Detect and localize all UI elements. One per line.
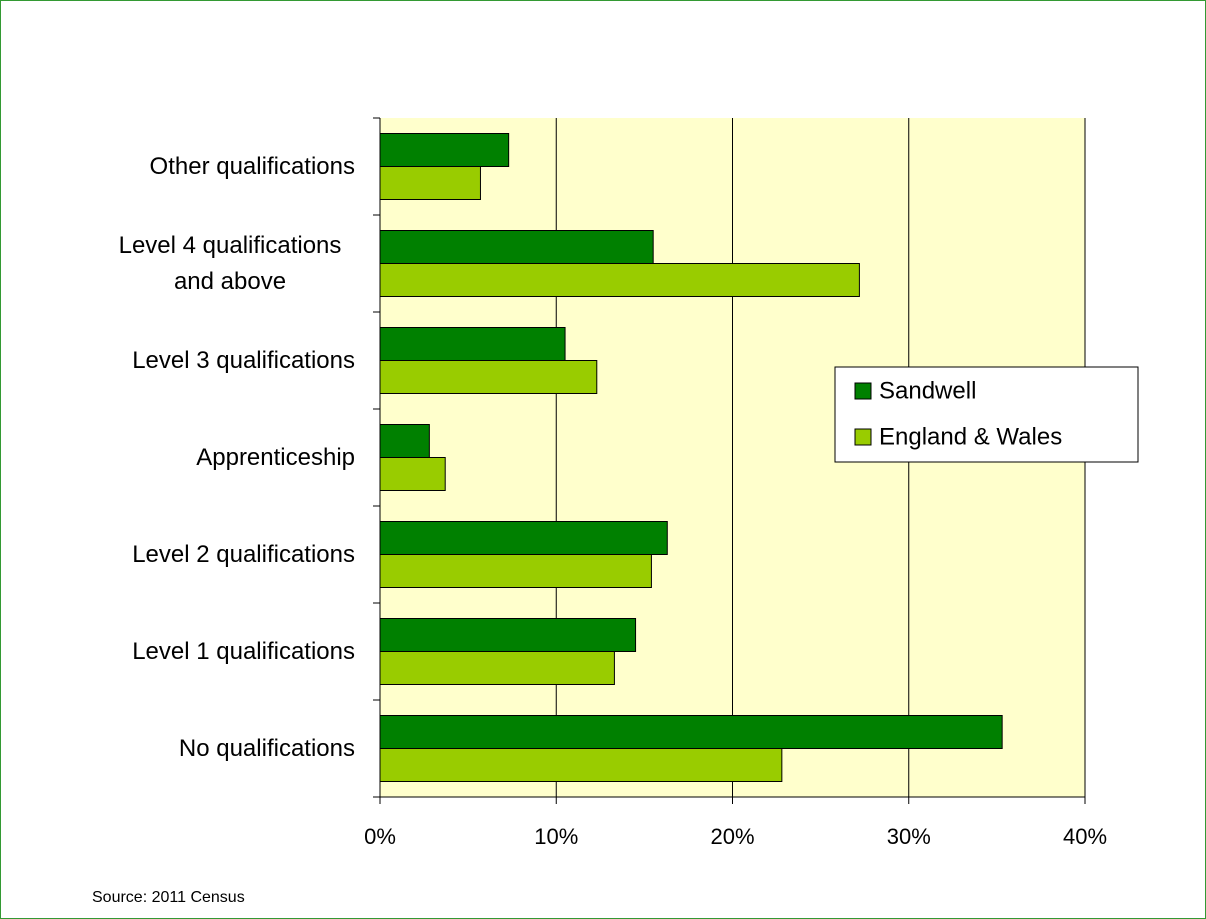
- category-label: No qualifications: [75, 731, 355, 767]
- bar: [379, 651, 615, 685]
- legend-box: [834, 366, 1139, 463]
- bar: [379, 230, 654, 264]
- category-label: Other qualifications: [75, 149, 355, 185]
- bar: [379, 133, 510, 167]
- bar: [379, 618, 637, 652]
- category-label: Apprenticeship: [75, 440, 355, 476]
- bar: [379, 457, 446, 491]
- category-text: Level 2 qualifications: [132, 540, 355, 568]
- legend-swatch: [854, 428, 872, 446]
- category-label: Level 1 qualifications: [75, 634, 355, 670]
- x-tick-label: 0%: [364, 824, 396, 849]
- source: Source: 2011 Census: [92, 889, 245, 906]
- category-label: Level 3 qualifications: [75, 343, 355, 379]
- x-tick-label: 40%: [1063, 824, 1107, 849]
- bar: [379, 554, 652, 588]
- bar: [379, 263, 860, 297]
- category-text: Level 3 qualifications: [132, 346, 355, 374]
- category-text: Apprenticeship: [196, 443, 355, 471]
- category-text: No qualifications: [178, 734, 355, 762]
- category-text: Level 4 qualifications and above: [118, 231, 342, 295]
- category-text: Other qualifications: [149, 152, 355, 180]
- x-tick-label: 30%: [887, 824, 931, 849]
- legend-label: England & Wales: [879, 423, 1062, 450]
- bar: [379, 327, 566, 361]
- bar: [379, 715, 1003, 749]
- bar: [379, 424, 430, 458]
- legend-swatch: [854, 382, 872, 400]
- category-label: Level 4 qualifications and above: [75, 228, 355, 300]
- category-label: Level 2 qualifications: [75, 537, 355, 573]
- x-tick-label: 20%: [710, 824, 754, 849]
- bar: [379, 360, 598, 394]
- category-text: Level 1 qualifications: [132, 637, 355, 665]
- bar: [379, 521, 668, 555]
- bar: [379, 748, 783, 782]
- x-tick-label: 10%: [534, 824, 578, 849]
- bar: [379, 166, 481, 200]
- legend-label: Sandwell: [879, 377, 976, 404]
